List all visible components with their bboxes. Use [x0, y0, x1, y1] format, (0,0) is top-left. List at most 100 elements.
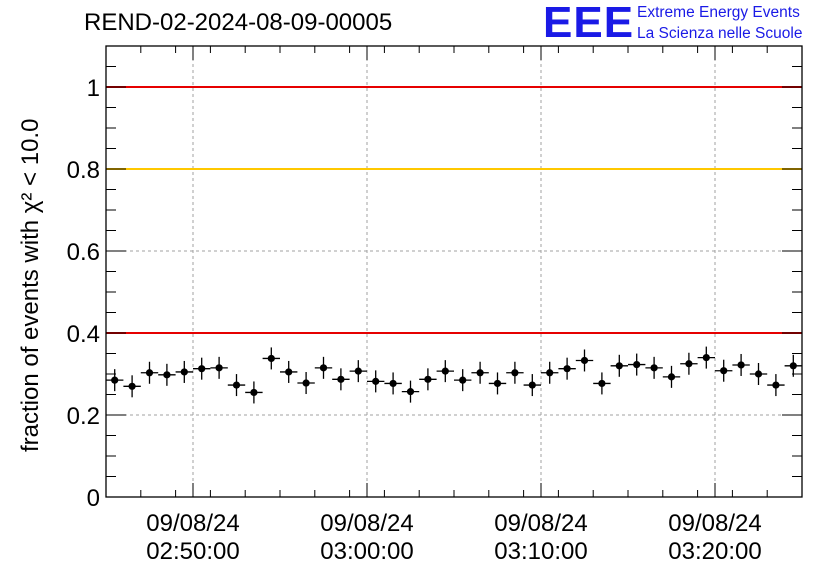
data-point	[297, 372, 315, 395]
y-tick-label: 0.6	[67, 239, 100, 266]
eee-logo-mark: EEE	[543, 0, 635, 47]
data-point	[436, 360, 454, 383]
data-point	[575, 349, 594, 372]
data-marker	[580, 356, 589, 365]
data-marker	[337, 375, 345, 383]
data-point	[732, 353, 750, 376]
y-axis-title: fraction of events with χ² < 10.0	[17, 119, 44, 452]
y-tick-label: 1	[87, 75, 100, 102]
data-point	[401, 380, 420, 403]
data-point	[210, 356, 228, 379]
data-point	[384, 372, 402, 395]
data-point	[367, 370, 385, 393]
data-point	[349, 360, 367, 383]
logo-line-1: Extreme Energy Events	[637, 4, 800, 21]
data-marker	[754, 370, 763, 378]
y-tick-label: 0.4	[67, 321, 100, 348]
x-tick-time: 03:00:00	[320, 538, 413, 565]
y-tick-label: 0.2	[67, 403, 100, 430]
data-point	[593, 372, 611, 395]
data-point	[175, 360, 193, 383]
data-marker	[702, 354, 710, 362]
x-tick-time: 02:50:00	[146, 538, 239, 565]
data-marker	[354, 367, 362, 375]
eee-logo: EEE Extreme Energy Events La Scienza nel…	[543, 0, 833, 48]
reference-lines	[106, 86, 802, 334]
y-tick-label: 0.8	[67, 157, 100, 184]
data-point	[140, 361, 159, 384]
data-point	[645, 356, 663, 379]
logo-line-2: La Scienza nelle Scuole	[637, 25, 803, 42]
data-point	[245, 381, 263, 404]
data-marker	[145, 369, 154, 377]
data-point	[193, 357, 211, 380]
data-point	[419, 368, 437, 391]
data-point	[280, 360, 298, 383]
data-point	[697, 346, 715, 369]
data-point	[123, 375, 141, 398]
data-point	[749, 363, 768, 385]
data-marker	[511, 369, 519, 377]
data-marker	[789, 362, 797, 370]
data-point	[262, 347, 280, 370]
chart-title: REND-02-2024-08-09-00005	[84, 9, 393, 36]
data-marker	[441, 367, 449, 375]
x-tick-labels: 09/08/2402:50:0009/08/2403:00:0009/08/24…	[146, 510, 761, 565]
data-point	[488, 372, 507, 395]
x-tick-date: 09/08/24	[668, 510, 761, 537]
data-point	[628, 353, 646, 376]
data-point	[454, 369, 472, 392]
data-marker	[372, 377, 380, 385]
data-point	[332, 368, 350, 391]
data-point	[314, 356, 333, 379]
data-marker	[198, 365, 206, 373]
x-tick-date: 09/08/24	[320, 510, 413, 537]
axis-ticks	[105, 45, 803, 498]
data-marker	[215, 364, 223, 372]
data-point	[523, 374, 541, 397]
data-marker	[232, 381, 241, 389]
y-tick-labels: 0 0.2 0.4 0.6 0.8 1	[67, 75, 100, 512]
data-point	[227, 374, 246, 397]
data-marker	[406, 388, 415, 396]
data-marker	[250, 388, 258, 397]
grid-lines	[106, 46, 802, 497]
data-marker	[633, 360, 641, 369]
data-marker	[424, 375, 432, 383]
data-marker	[563, 365, 571, 373]
data-marker	[528, 381, 536, 389]
data-marker	[302, 379, 310, 387]
x-tick-time: 03:10:00	[494, 538, 587, 565]
data-marker	[685, 360, 693, 368]
data-marker	[720, 367, 728, 375]
data-point	[106, 369, 124, 392]
x-tick-date: 09/08/24	[494, 510, 587, 537]
data-marker	[285, 368, 293, 376]
data-points	[106, 346, 802, 404]
data-marker	[737, 361, 745, 369]
x-tick-date: 09/08/24	[146, 510, 239, 537]
y-tick-label: 0	[87, 485, 100, 512]
data-marker	[459, 376, 467, 384]
x-tick-time: 03:20:00	[668, 538, 761, 565]
data-marker	[267, 354, 275, 363]
data-marker	[667, 373, 676, 381]
data-marker	[180, 368, 188, 376]
data-point	[610, 354, 628, 377]
data-marker	[598, 379, 606, 388]
data-point	[715, 359, 733, 382]
data-point	[558, 357, 576, 380]
data-point	[784, 354, 802, 377]
data-marker	[128, 382, 136, 390]
data-marker	[111, 376, 119, 384]
data-point	[506, 361, 524, 384]
data-marker	[772, 381, 780, 389]
data-marker	[650, 364, 658, 372]
data-point	[158, 363, 176, 386]
data-marker	[319, 364, 328, 372]
data-marker	[476, 369, 484, 377]
plot-frame	[105, 45, 803, 498]
data-marker	[493, 379, 502, 388]
data-marker	[389, 379, 397, 388]
